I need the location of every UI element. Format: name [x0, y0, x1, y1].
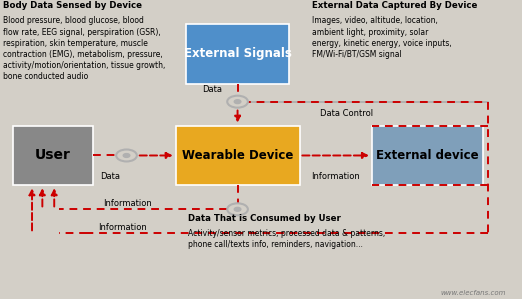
Text: User: User	[35, 149, 71, 162]
Text: Data That is Consumed by User: Data That is Consumed by User	[188, 214, 341, 223]
Text: External Data Captured By Device: External Data Captured By Device	[313, 1, 478, 10]
Circle shape	[234, 208, 241, 211]
Text: Images, video, altitude, location,
ambient light, proximity, solar
energy, kinet: Images, video, altitude, location, ambie…	[313, 16, 452, 59]
Circle shape	[116, 150, 137, 161]
Text: Body Data Sensed by Device: Body Data Sensed by Device	[3, 1, 141, 10]
Circle shape	[123, 154, 130, 157]
Text: Data: Data	[100, 172, 120, 181]
Text: Blood pressure, blood glucose, blood
flow rate, EEG signal, perspiration (GSR),
: Blood pressure, blood glucose, blood flo…	[3, 16, 165, 81]
FancyBboxPatch shape	[186, 24, 289, 84]
Text: Wearable Device: Wearable Device	[182, 149, 293, 162]
Circle shape	[234, 100, 241, 103]
Text: External device: External device	[376, 149, 479, 162]
Text: External Signals: External Signals	[184, 47, 291, 60]
Text: Information: Information	[98, 223, 147, 232]
FancyBboxPatch shape	[13, 126, 93, 185]
Circle shape	[227, 96, 248, 108]
Text: Information: Information	[103, 199, 152, 208]
FancyBboxPatch shape	[175, 126, 300, 185]
Text: Data: Data	[202, 85, 222, 94]
Circle shape	[227, 203, 248, 215]
Text: Data Control: Data Control	[320, 109, 373, 118]
Text: Information: Information	[311, 172, 360, 181]
FancyBboxPatch shape	[372, 126, 483, 185]
Text: www.elecfans.com: www.elecfans.com	[441, 290, 506, 296]
Text: Activity/sensor metrics, processed data & patterns,
phone call/texts info, remin: Activity/sensor metrics, processed data …	[188, 229, 386, 249]
